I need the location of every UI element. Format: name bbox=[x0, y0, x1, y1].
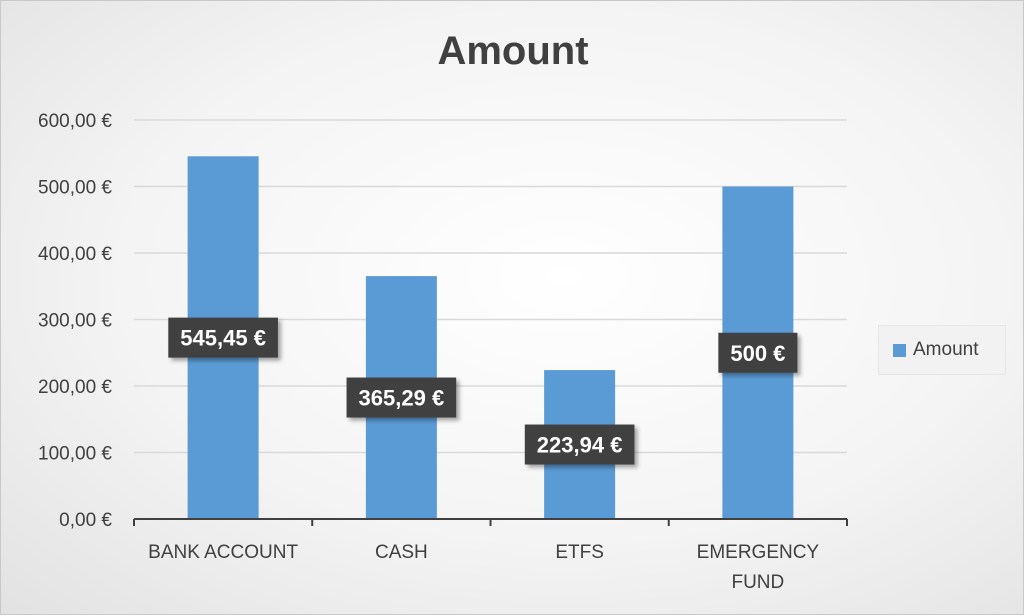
data-label-box bbox=[168, 317, 278, 358]
data-label: 223,94 € bbox=[524, 424, 635, 465]
x-tick-label: CASH bbox=[375, 542, 428, 563]
data-label-box bbox=[718, 332, 798, 373]
x-tick-label: BANK ACCOUNT bbox=[148, 542, 298, 563]
legend-label: Amount bbox=[913, 339, 979, 360]
y-tick-label: 500,00 € bbox=[38, 178, 112, 199]
data-label-text: 545,45 € bbox=[180, 326, 266, 351]
chart-title: Amount bbox=[437, 29, 589, 73]
legend: Amount bbox=[878, 325, 1006, 375]
y-tick-label: 400,00 € bbox=[38, 244, 112, 265]
y-tick-label: 100,00 € bbox=[38, 444, 112, 465]
x-tick-label: EMERGENCY FUND bbox=[697, 542, 820, 593]
data-label: 500 € bbox=[718, 332, 798, 373]
legend-swatch bbox=[893, 343, 906, 357]
x-tick-label: ETFS bbox=[555, 542, 604, 563]
y-tick-label: 200,00 € bbox=[38, 377, 112, 398]
y-tick-label: 0,00 € bbox=[59, 510, 112, 531]
data-label: 365,29 € bbox=[346, 377, 457, 418]
data-label-text: 223,94 € bbox=[537, 433, 623, 458]
y-tick-label: 600,00 € bbox=[38, 111, 112, 132]
data-label-box bbox=[524, 424, 635, 465]
data-label-text: 500 € bbox=[730, 341, 785, 366]
data-label-text: 365,29 € bbox=[359, 386, 445, 411]
data-label: 545,45 € bbox=[168, 317, 278, 358]
y-tick-label: 300,00 € bbox=[38, 311, 112, 332]
data-label-box bbox=[346, 377, 457, 418]
